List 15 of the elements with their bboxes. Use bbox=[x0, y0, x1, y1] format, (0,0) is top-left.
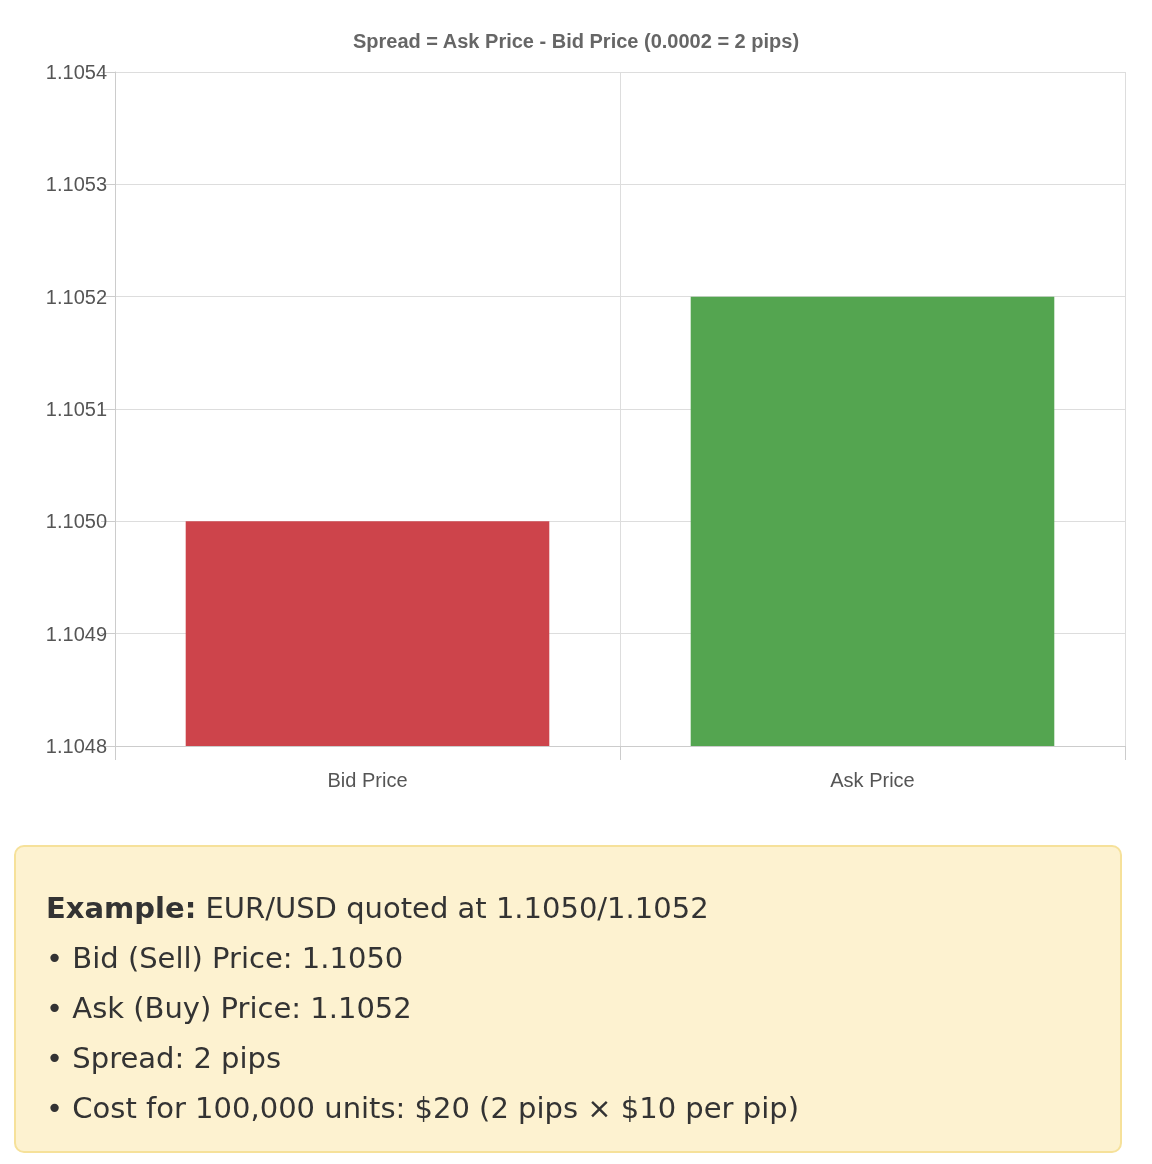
y-tick-label: 1.1049 bbox=[45, 622, 107, 645]
text: • Cost for 100,000 units: $20 (2 pips × $10 per pip) bbox=[46, 1090, 800, 1127]
y-tick-label: 1.1052 bbox=[45, 285, 107, 308]
y-tick-label: 1.1051 bbox=[45, 398, 107, 420]
y-tick-label: 1.1054 bbox=[45, 61, 107, 83]
text: • Spread: 2 pips bbox=[46, 1040, 283, 1077]
y-tick-label: 1.1050 bbox=[45, 510, 107, 533]
chart-title: Spread = Ask Price - Bid Price (0.0002 = 2 pips) bbox=[352, 30, 800, 52]
x-tick-label: Ask Price bbox=[830, 769, 915, 791]
text: • Ask (Buy) Price: 1.1052 bbox=[46, 990, 413, 1027]
y-tick-label: 1.1053 bbox=[45, 173, 107, 196]
text: • Bid (Sell) Price: 1.1050 bbox=[46, 940, 405, 977]
x-tick-label: Bid Price bbox=[327, 769, 408, 791]
text: Example: EUR/USD quoted at 1.1050/1.1052 bbox=[46, 890, 710, 927]
y-tick-label: 1.1048 bbox=[45, 735, 107, 757]
